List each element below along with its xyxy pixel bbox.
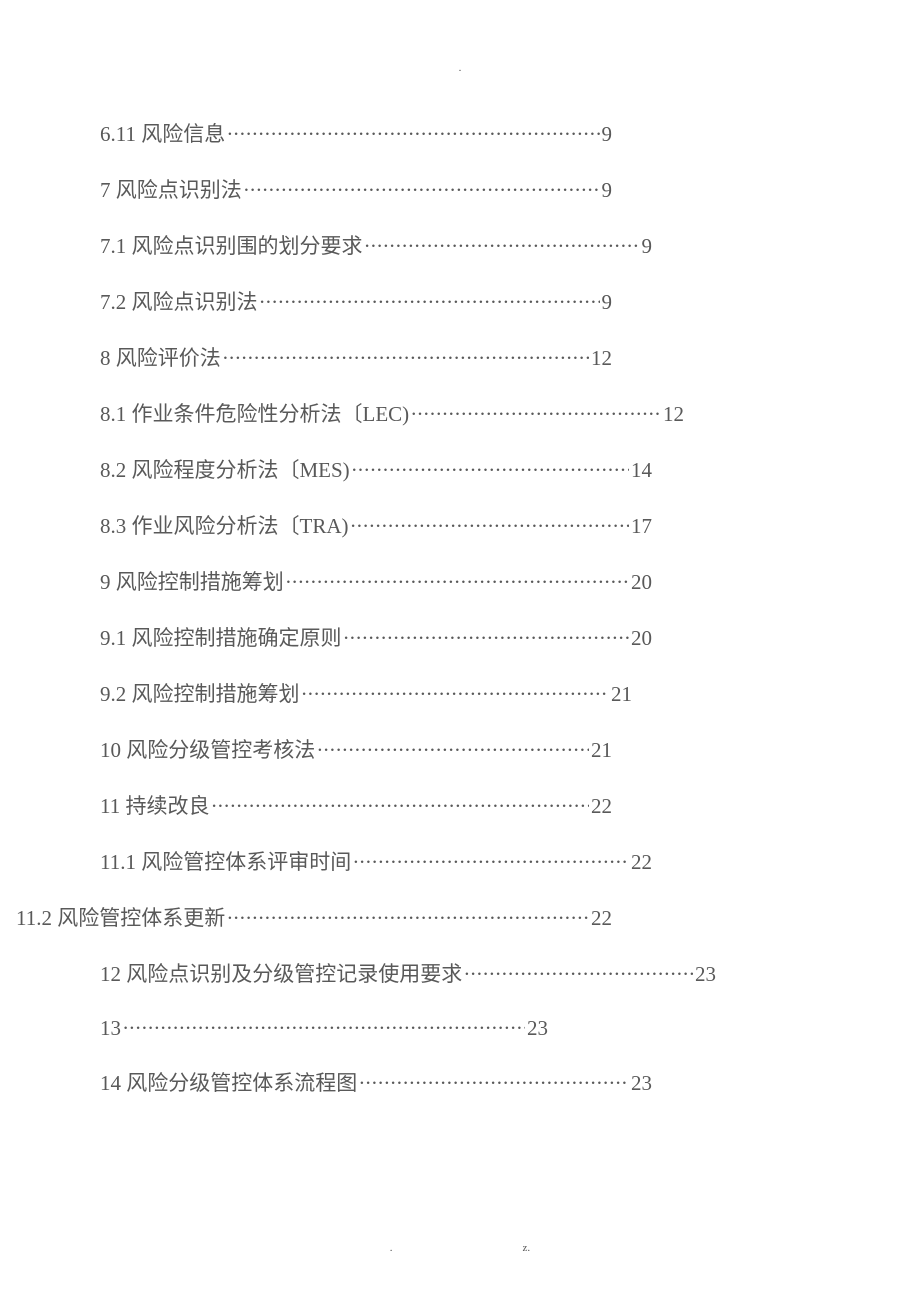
toc-entry: 7.1 风险点识别围的划分要求 9 — [58, 230, 652, 260]
toc-leader-dots — [211, 792, 589, 813]
toc-entry: 9 风险控制措施筹划 20 — [58, 566, 652, 596]
toc-leader-dots — [260, 288, 600, 309]
toc-label: 9.1 风险控制措施确定原则 — [100, 622, 342, 652]
toc-entry: 8.3 作业风险分析法〔TRA) 17 — [58, 510, 652, 540]
toc-leader-dots — [223, 344, 589, 365]
toc-page-number: 17 — [631, 514, 652, 539]
toc-entry: 11.1 风险管控体系评审时间 22 — [58, 846, 652, 876]
toc-label: 12 风险点识别及分级管控记录使用要求 — [100, 958, 462, 988]
toc-entry: 8 风险评价法 12 — [58, 342, 612, 372]
toc-page-number: 22 — [631, 850, 652, 875]
toc-leader-dots — [227, 904, 589, 925]
toc-label: 11.2 风险管控体系更新 — [16, 902, 225, 932]
toc-entry: 14 风险分级管控体系流程图 23 — [58, 1067, 652, 1097]
toc-leader-dots — [365, 232, 640, 253]
toc-page-number: 9 — [602, 178, 613, 203]
toc-page-number: 23 — [631, 1071, 652, 1096]
toc-page-number: 14 — [631, 458, 652, 483]
toc-entry: 12 风险点识别及分级管控记录使用要求 23 — [58, 958, 716, 988]
toc-label: 9.2 风险控制措施筹划 — [100, 678, 300, 708]
toc-leader-dots — [351, 512, 630, 533]
toc-label: 8.3 作业风险分析法〔TRA) — [100, 510, 349, 540]
toc-entry: 10 风险分级管控考核法 21 — [58, 734, 612, 764]
footer-left-marker: . — [390, 1242, 393, 1254]
toc-label: 7.1 风险点识别围的划分要求 — [100, 230, 363, 260]
toc-label: 8 风险评价法 — [100, 342, 221, 372]
toc-leader-dots — [359, 1069, 629, 1090]
toc-label: 10 风险分级管控考核法 — [100, 734, 315, 764]
toc-entry: 9.2 风险控制措施筹划 21 — [58, 678, 632, 708]
toc-page-number: 12 — [663, 402, 684, 427]
toc-leader-dots — [123, 1014, 525, 1035]
toc-page-number: 21 — [611, 682, 632, 707]
toc-entry: 7.2 风险点识别法 9 — [58, 286, 612, 316]
toc-entry: 8.1 作业条件危险性分析法〔LEC) 12 — [58, 398, 684, 428]
toc-page-number: 22 — [591, 906, 612, 931]
toc-entry: 9.1 风险控制措施确定原则 20 — [58, 622, 652, 652]
toc-label: 11 持续改良 — [100, 790, 209, 820]
toc-entry: 8.2 风险程度分析法〔MES) 14 — [58, 454, 652, 484]
toc-page-number: 9 — [642, 234, 653, 259]
toc-leader-dots — [411, 400, 661, 421]
toc-leader-dots — [302, 680, 610, 701]
toc-page-number: 23 — [695, 962, 716, 987]
toc-leader-dots — [286, 568, 629, 589]
toc-leader-dots — [244, 176, 600, 197]
toc-leader-dots — [317, 736, 589, 757]
toc-label: 8.1 作业条件危险性分析法〔LEC) — [100, 398, 409, 428]
footer-right-marker: z. — [523, 1242, 531, 1254]
toc-page-number: 20 — [631, 570, 652, 595]
page-top-marker: . — [459, 62, 462, 74]
toc-label: 7.2 风险点识别法 — [100, 286, 258, 316]
toc-label: 8.2 风险程度分析法〔MES) — [100, 454, 350, 484]
toc-label: 7 风险点识别法 — [100, 174, 242, 204]
toc-entry: 11.2 风险管控体系更新 22 — [16, 902, 612, 932]
toc-leader-dots — [227, 120, 599, 141]
toc-page-number: 12 — [591, 346, 612, 371]
toc-page-number: 20 — [631, 626, 652, 651]
toc-page-number: 23 — [527, 1016, 548, 1041]
toc-entry: 13 23 — [58, 1014, 548, 1041]
toc-entry: 11 持续改良 22 — [58, 790, 612, 820]
toc-leader-dots — [353, 848, 629, 869]
toc-label: 14 风险分级管控体系流程图 — [100, 1067, 357, 1097]
toc-label: 11.1 风险管控体系评审时间 — [100, 846, 351, 876]
toc-entry: 7 风险点识别法 9 — [58, 174, 612, 204]
toc-leader-dots — [344, 624, 630, 645]
toc-page-number: 9 — [602, 122, 613, 147]
toc-leader-dots — [464, 960, 693, 981]
toc-label: 13 — [100, 1016, 121, 1041]
toc-leader-dots — [352, 456, 629, 477]
toc-entry: 6.11 风险信息 9 — [58, 118, 612, 148]
toc-page-number: 22 — [591, 794, 612, 819]
page-footer: . z. — [0, 1242, 920, 1254]
toc-page-number: 21 — [591, 738, 612, 763]
table-of-contents: 6.11 风险信息97 风险点识别法97.1 风险点识别围的划分要求97.2 风… — [58, 118, 862, 1123]
toc-page-number: 9 — [602, 290, 613, 315]
toc-label: 9 风险控制措施筹划 — [100, 566, 284, 596]
toc-label: 6.11 风险信息 — [100, 118, 225, 148]
